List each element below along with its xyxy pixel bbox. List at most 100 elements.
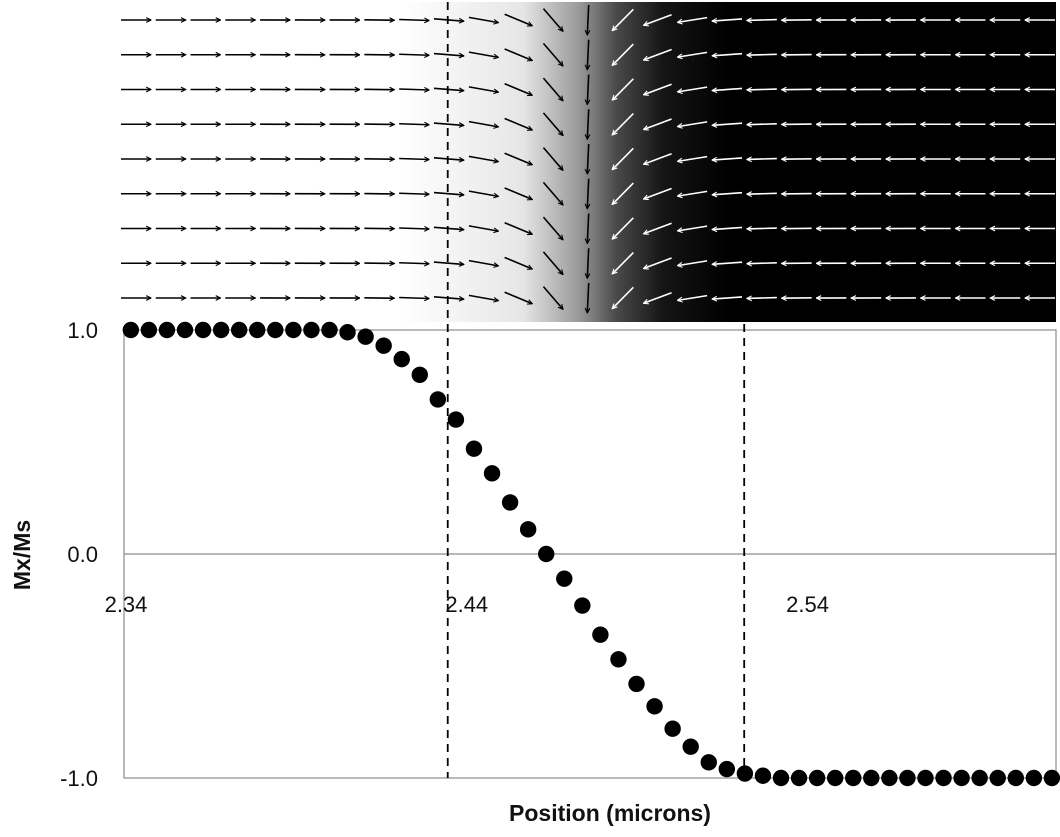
data-point (429, 391, 447, 408)
magnetization-arrow (712, 123, 743, 125)
magnetization-arrow (542, 181, 563, 205)
data-point (339, 324, 356, 341)
magnetization-arrow (433, 227, 464, 229)
magnetization-arrow (747, 20, 777, 21)
magnetization-arrow (612, 147, 634, 169)
magnetization-arrow (612, 182, 634, 204)
magnetization-arrow (677, 51, 708, 57)
magnetization-arrow (504, 291, 533, 304)
data-point (158, 321, 176, 339)
data-point (971, 769, 988, 787)
data-point (826, 769, 844, 787)
data-point (375, 337, 392, 354)
magnetization-arrow (468, 225, 499, 231)
magnetization-arrow (504, 82, 533, 96)
magnetization-arrow (542, 251, 563, 275)
magnetization-arrow (542, 286, 563, 310)
data-point (863, 769, 880, 787)
data-point (772, 769, 790, 787)
magnetization-arrow (747, 89, 777, 90)
magnetization-arrow (399, 158, 429, 159)
magnetization-arrow (712, 158, 743, 160)
magnetization-arrow (587, 213, 588, 244)
magnetization-arrow (542, 8, 563, 32)
magnetization-arrow (433, 158, 464, 160)
data-point (700, 754, 717, 771)
magnetization-arrow (747, 159, 777, 160)
magnetization-arrow (644, 187, 672, 199)
data-point (249, 321, 266, 339)
data-point (790, 769, 808, 787)
magnetization-arrow (644, 257, 672, 269)
data-point (682, 738, 699, 755)
data-point (556, 570, 573, 587)
magnetization-arrow (468, 294, 499, 300)
magnetization-arrow (542, 42, 563, 66)
magnetization-arrow (644, 83, 672, 95)
magnetization-arrow (433, 19, 464, 21)
magnetization-arrow (468, 190, 499, 196)
magnetization-arrow (504, 256, 533, 269)
data-point (447, 411, 465, 428)
magnetization-arrow (504, 48, 533, 61)
magnetization-arrow (677, 294, 708, 301)
magnetization-arrow (399, 89, 429, 90)
data-point (122, 321, 140, 339)
data-point (501, 494, 519, 511)
data-point (285, 321, 302, 339)
data-point (465, 440, 483, 457)
data-point (176, 321, 194, 339)
plot-marks: 1.0 0.0 -1.0 2.34 2.44 2.54 (60, 2, 1060, 791)
data-point (646, 698, 663, 715)
magnetization-arrow (677, 86, 708, 92)
y-tick-label: -1.0 (60, 766, 98, 791)
magnetization-arrow (468, 155, 499, 161)
data-point (881, 769, 898, 787)
magnetization-arrow (644, 48, 672, 60)
magnetization-arrow (644, 13, 672, 26)
x-tick-label: 2.54 (786, 592, 829, 617)
magnetization-arrow (712, 19, 743, 21)
magnetization-arrow (587, 4, 588, 35)
magnetization-arrow (747, 193, 777, 194)
data-point (808, 769, 826, 787)
data-point (953, 769, 970, 787)
magnetization-arrow (644, 118, 672, 130)
data-point (899, 769, 916, 787)
magnetization-arrow (747, 263, 777, 264)
magnetization-arrow (612, 78, 634, 100)
data-point (393, 350, 410, 368)
data-point (736, 765, 754, 782)
magnetization-arrow (587, 282, 588, 313)
data-point (194, 321, 212, 339)
magnetization-arrow (712, 54, 743, 56)
data-point (212, 321, 230, 339)
magnetization-arrow (468, 16, 499, 22)
magnetization-arrow (612, 252, 634, 274)
magnetization-arrow (587, 143, 588, 174)
data-point (538, 545, 555, 563)
magnetization-arrow (612, 286, 634, 308)
magnetization-arrow (612, 43, 634, 65)
magnetization-arrow (747, 54, 777, 55)
data-point (267, 321, 284, 339)
data-point (610, 651, 627, 668)
magnetization-arrow (587, 178, 588, 209)
data-point (519, 521, 537, 538)
data-point (917, 769, 934, 787)
data-point (718, 760, 736, 778)
magnetization-arrow (504, 13, 533, 26)
data-point (935, 769, 952, 787)
magnetization-arrow (468, 120, 499, 127)
y-axis-label: Mx/Ms (9, 520, 35, 590)
magnetization-arrow (399, 54, 429, 55)
magnetization-arrow (399, 124, 429, 125)
magnetization-arrow (399, 193, 429, 194)
magnetization-arrow (747, 124, 777, 125)
data-point (664, 720, 681, 737)
magnetization-arrow (542, 77, 563, 101)
y-tick-label: 1.0 (67, 318, 98, 343)
magnetization-arrow (644, 222, 672, 234)
magnetization-arrow (433, 262, 464, 264)
